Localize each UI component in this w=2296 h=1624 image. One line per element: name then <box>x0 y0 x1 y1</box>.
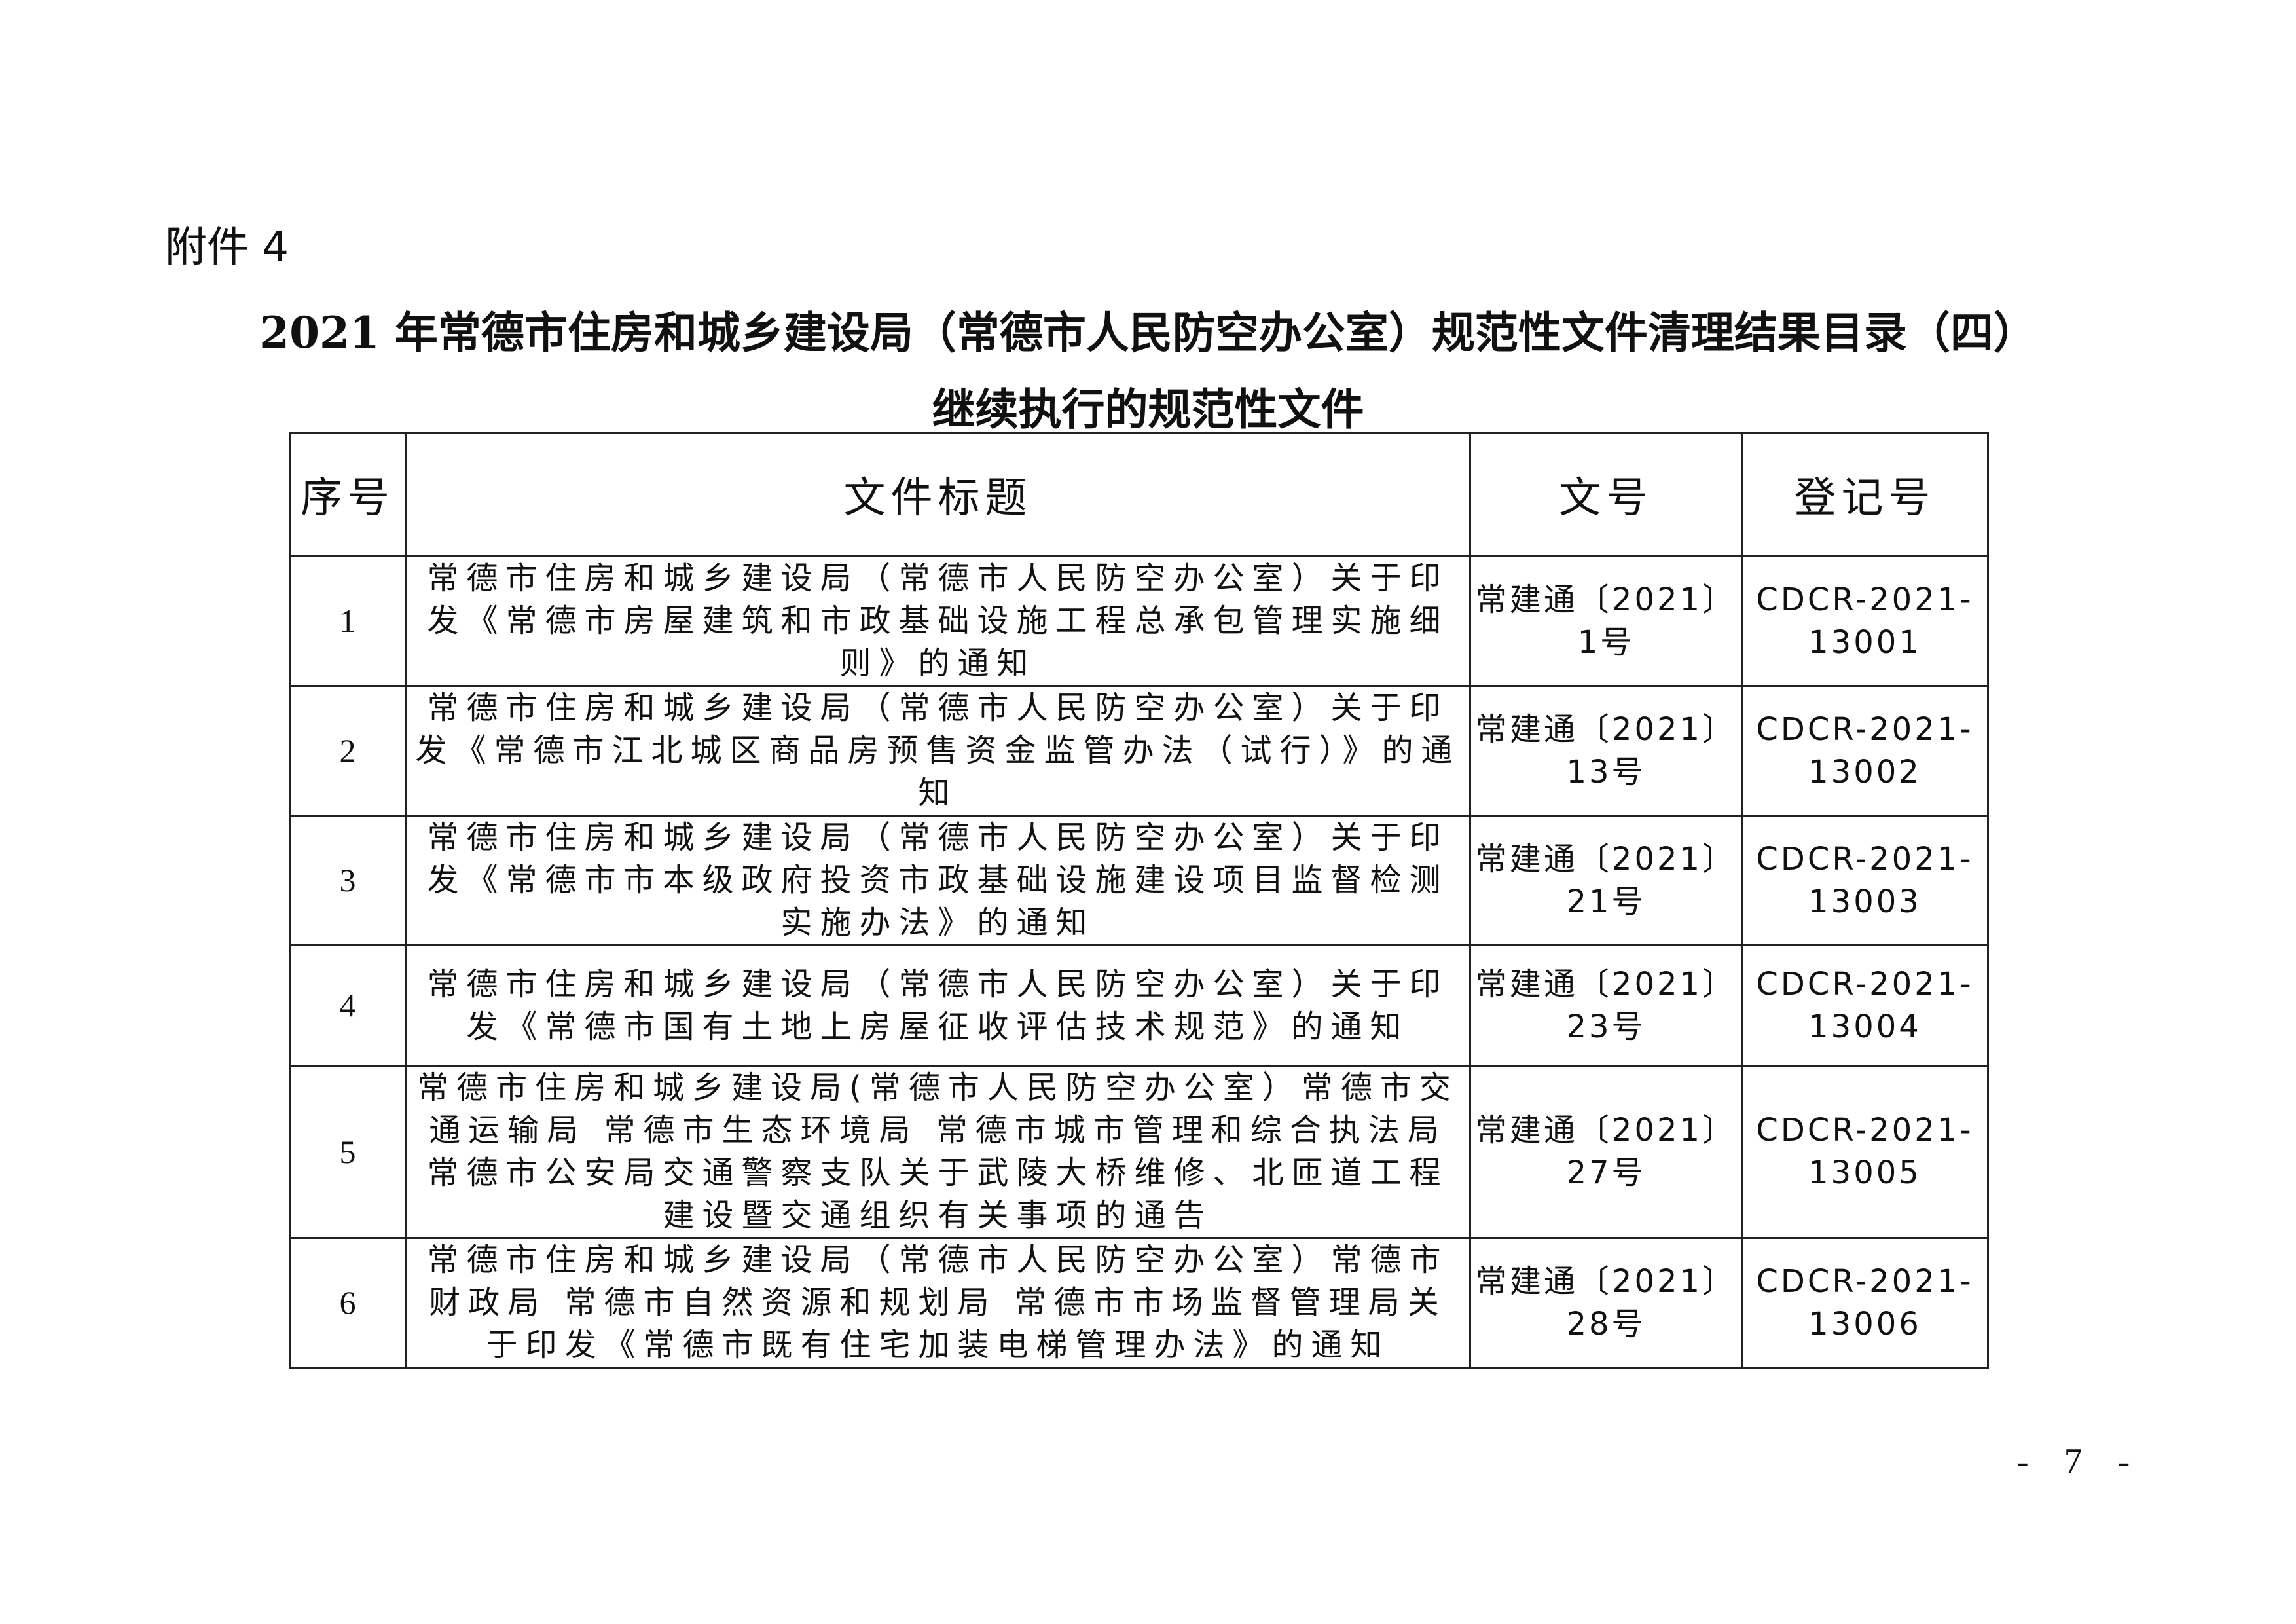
table-row: 4 常德市住房和城乡建设局（常德市人民防空办公室）关于印发《常德市国有土地上房屋征… <box>289 944 1989 1067</box>
table-row: 6 常德市住房和城乡建设局（常德市人民防空办公室）常德市财政局 常德市自然资源和规… <box>289 1237 1989 1369</box>
row-reg-no: CDCR-2021-13006 <box>1741 1237 1989 1369</box>
row-reg-no: CDCR-2021-13004 <box>1741 944 1989 1067</box>
row-doc-no: 常建通〔2021〕23号 <box>1469 944 1743 1067</box>
row-title: 常德市住房和城乡建设局（常德市人民防空办公室）常德市财政局 常德市自然资源和规划… <box>405 1237 1471 1369</box>
row-number: 4 <box>289 944 407 1067</box>
document-table: 序号 文件标题 文号 登记号 1 常德市住房和城乡建设局（常德市人民防空办公室）关… <box>289 432 1989 1369</box>
header-title: 文件标题 <box>405 432 1471 557</box>
row-title: 常德市住房和城乡建设局（常德市人民防空办公室）关于印发《常德市市本级政府投资市政… <box>405 815 1471 946</box>
table-row: 2 常德市住房和城乡建设局（常德市人民防空办公室）关于印发《常德市江北城区商品房预… <box>289 685 1989 817</box>
row-number: 1 <box>289 555 407 687</box>
document-subtitle: 继续执行的规范性文件 <box>932 384 1364 435</box>
row-title: 常德市住房和城乡建设局(常德市人民防空办公室）常德市交通运输局 常德市生态环境局… <box>405 1065 1471 1239</box>
row-reg-no: CDCR-2021-13002 <box>1741 685 1989 817</box>
page-number: - 7 - <box>2016 1441 2143 1482</box>
table-row: 5 常德市住房和城乡建设局(常德市人民防空办公室）常德市交通运输局 常德市生态环境… <box>289 1065 1989 1239</box>
row-doc-no: 常建通〔2021〕13号 <box>1469 685 1743 817</box>
attachment-label: 附件 4 <box>165 223 289 272</box>
table-header-row: 序号 文件标题 文号 登记号 <box>289 432 1989 557</box>
table-row: 3 常德市住房和城乡建设局（常德市人民防空办公室）关于印发《常德市市本级政府投资市… <box>289 815 1989 946</box>
row-doc-no: 常建通〔2021〕28号 <box>1469 1237 1743 1369</box>
header-no: 序号 <box>289 432 407 557</box>
row-title: 常德市住房和城乡建设局（常德市人民防空办公室）关于印发《常德市房屋建筑和市政基础… <box>405 555 1471 687</box>
row-reg-no: CDCR-2021-13005 <box>1741 1065 1989 1239</box>
header-doc-no: 文号 <box>1469 432 1743 557</box>
row-doc-no: 常建通〔2021〕21号 <box>1469 815 1743 946</box>
header-reg-no: 登记号 <box>1741 432 1989 557</box>
row-number: 2 <box>289 685 407 817</box>
row-number: 6 <box>289 1237 407 1369</box>
table-row: 1 常德市住房和城乡建设局（常德市人民防空办公室）关于印发《常德市房屋建筑和市政基… <box>289 555 1989 687</box>
row-doc-no: 常建通〔2021〕27号 <box>1469 1065 1743 1239</box>
row-reg-no: CDCR-2021-13001 <box>1741 555 1989 687</box>
row-title: 常德市住房和城乡建设局（常德市人民防空办公室）关于印发《常德市江北城区商品房预售… <box>405 685 1471 817</box>
document-title: 2021 年常德市住房和城乡建设局（常德市人民防空办公室）规范性文件清理结果目录… <box>259 307 2037 358</box>
row-number: 3 <box>289 815 407 946</box>
row-number: 5 <box>289 1065 407 1239</box>
row-reg-no: CDCR-2021-13003 <box>1741 815 1989 946</box>
row-title: 常德市住房和城乡建设局（常德市人民防空办公室）关于印发《常德市国有土地上房屋征收… <box>405 944 1471 1067</box>
row-doc-no: 常建通〔2021〕1号 <box>1469 555 1743 687</box>
